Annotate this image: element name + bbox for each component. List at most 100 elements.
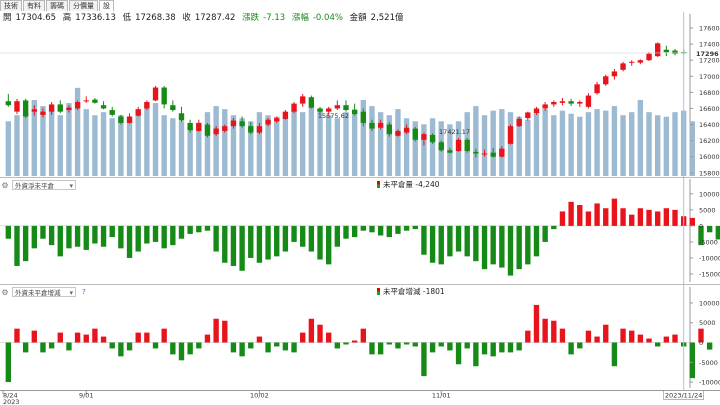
oi-change-tick-label: -10000	[699, 379, 720, 387]
oi-tick-label: 10000	[699, 190, 720, 198]
volume-bar	[118, 115, 124, 176]
oi-tick-label: -15000	[699, 270, 720, 278]
volume-bar	[40, 106, 46, 176]
oi-bar	[239, 225, 245, 271]
oi-bar	[473, 225, 479, 262]
oi-change-bar	[689, 342, 696, 379]
oi-change-bar	[438, 342, 444, 347]
oi-bar	[178, 225, 185, 239]
oi-bar	[620, 208, 626, 226]
candle-body	[239, 121, 245, 127]
volume-bar	[533, 113, 540, 176]
oi-change-bar	[239, 342, 245, 357]
volume-bar	[412, 121, 418, 176]
oi-bar	[291, 225, 297, 242]
candle-body	[14, 101, 20, 112]
volume-bar	[239, 118, 245, 176]
candle-body	[499, 148, 505, 157]
close-label: 收	[182, 13, 191, 23]
oi-change-bar	[230, 342, 237, 353]
oi-bar	[499, 225, 505, 268]
volume-bar	[135, 109, 141, 176]
volume-bar	[637, 100, 644, 176]
candle-body	[109, 110, 115, 115]
candle-body	[152, 87, 159, 101]
panel3-legend-text: 未平倉增減 -1801	[383, 287, 445, 296]
oi-change-bar	[464, 342, 470, 349]
candle-body	[83, 100, 89, 102]
oi-bar	[300, 225, 306, 247]
volume-bar	[274, 116, 280, 176]
oi-bar	[412, 225, 418, 230]
candle-body	[92, 99, 98, 103]
oi-bar	[507, 225, 514, 276]
candle-body	[187, 122, 193, 131]
volume-bar	[196, 122, 202, 176]
volume-bar	[542, 109, 548, 176]
volume-bar	[126, 121, 133, 176]
oi-change-bar	[516, 342, 522, 351]
oi-bar	[525, 225, 531, 265]
panel2-indicator-select[interactable]: 外資淨未平倉	[12, 180, 76, 191]
candle-body	[455, 139, 462, 152]
oi-bar	[213, 225, 219, 252]
candle-body	[507, 126, 514, 144]
candle-body	[395, 130, 401, 136]
oi-change-bar	[421, 342, 427, 377]
candle-body	[360, 111, 367, 123]
oi-change-bar	[92, 328, 98, 343]
oi-change-bar	[66, 342, 72, 351]
oi-bar	[57, 225, 63, 257]
oi-change-bar	[663, 336, 670, 343]
oi-bar	[637, 208, 644, 226]
oi-change-bar	[57, 332, 63, 343]
oi-change-bar	[170, 342, 176, 355]
gear-icon[interactable]: ⚙	[1, 180, 9, 190]
oi-change-bar	[620, 328, 626, 343]
candle-body	[325, 108, 332, 112]
tab-chips[interactable]: 籌碼	[46, 0, 68, 11]
oi-change-bar	[14, 328, 20, 343]
oi-bar	[360, 225, 367, 231]
help-icon[interactable]: ?	[82, 288, 86, 296]
oi-tick-label: -5000	[699, 238, 718, 246]
volume-bar	[92, 115, 98, 176]
tab-technical[interactable]: 技術	[0, 0, 22, 11]
volume-bar	[351, 109, 358, 176]
open-value: 17304.65	[15, 13, 57, 23]
tab-settings[interactable]: 設	[99, 0, 114, 11]
gear-icon[interactable]: ⚙	[1, 287, 9, 297]
oi-bar	[325, 225, 332, 265]
tab-price-volume[interactable]: 分價量	[69, 0, 98, 11]
oi-change-bar	[351, 340, 358, 343]
oi-change-bar	[629, 330, 635, 343]
panel3-indicator-select[interactable]: 外資未平倉增減	[12, 287, 76, 298]
candle-body	[230, 120, 237, 127]
change-value: -7.13	[263, 13, 286, 23]
oi-bar	[577, 205, 583, 226]
volume-bar	[360, 100, 367, 176]
oi-bar	[672, 209, 678, 226]
oi-change-bar	[455, 342, 462, 365]
tab-paid[interactable]: 有料	[23, 0, 45, 11]
legend-swatch-icon	[377, 288, 380, 295]
oi-change-bar	[31, 330, 37, 343]
volume-bar	[31, 100, 37, 176]
oi-bar	[689, 217, 696, 226]
candle-body	[248, 126, 254, 133]
price-tick-label: 17200	[699, 57, 720, 65]
volume-bar	[152, 103, 159, 176]
volume-bar	[222, 109, 228, 176]
oi-tick-label: 0	[699, 222, 703, 230]
oi-change-bar	[386, 342, 392, 345]
low-label: 低	[122, 13, 132, 23]
volume-bar	[395, 109, 401, 176]
amount-label: 金額	[349, 13, 367, 23]
oi-change-bar	[178, 342, 185, 361]
price-tick-label: 16800	[699, 89, 720, 97]
tab-strip: 技術 有料 籌碼 分價量 設	[0, 0, 115, 11]
candle-body	[204, 124, 211, 136]
oi-change-tick-label: 10000	[699, 299, 720, 307]
oi-change-bar	[196, 342, 202, 349]
